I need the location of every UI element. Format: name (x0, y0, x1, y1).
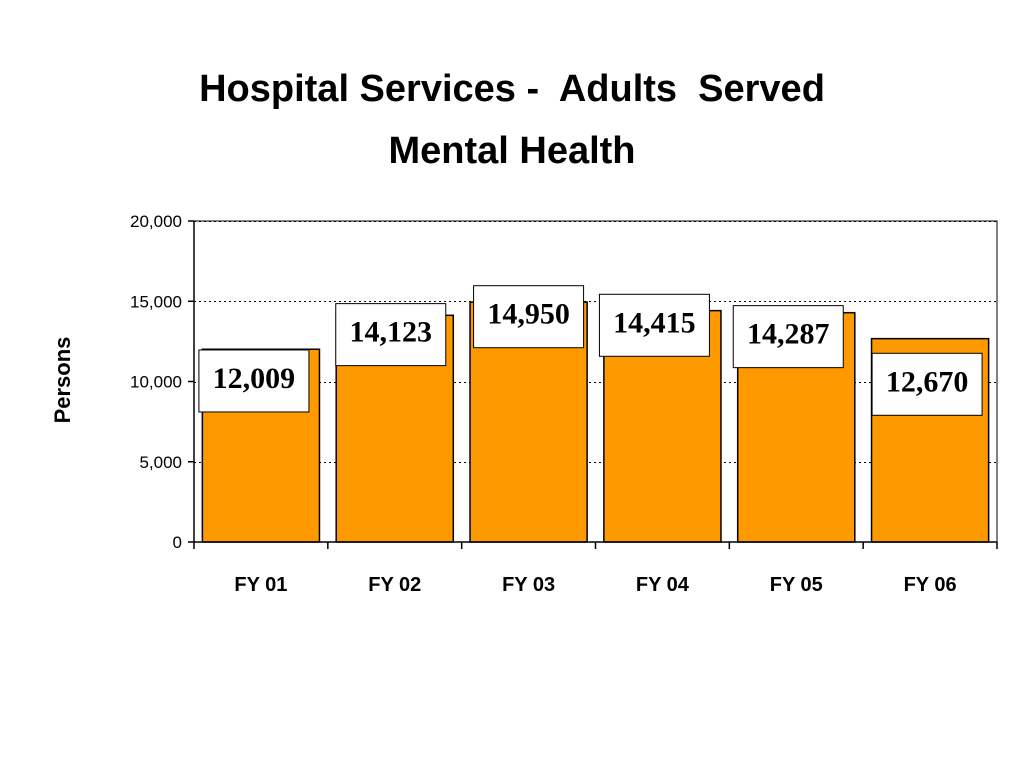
data-label-box (335, 303, 447, 367)
data-label-box (732, 305, 844, 369)
chart-title: Hospital Services - Adults Served Mental… (0, 58, 1024, 182)
x-tick-label: FY 04 (636, 574, 690, 596)
data-label: 14,123 (350, 316, 433, 349)
data-label: 14,415 (613, 306, 696, 339)
data-label: 14,287 (747, 318, 830, 351)
y-tick-label: 20,000 (130, 212, 182, 231)
data-label: 12,670 (886, 365, 969, 398)
chart-title-line-1: Hospital Services - Adults Served (199, 68, 825, 110)
x-tick-labels: FY 01 FY 02 FY 03 FY 04 FY 05 FY 06 (234, 574, 956, 596)
x-tick-label: FY 06 (904, 574, 957, 596)
y-tick-label: 5,000 (139, 453, 182, 472)
data-label-box (598, 293, 710, 357)
data-label-box (871, 352, 983, 416)
data-labels: 12,009 14,123 14,950 14,415 14,287 12,670 (198, 285, 983, 416)
data-label: 12,009 (213, 362, 296, 395)
x-tick-label: FY 02 (368, 574, 421, 596)
y-axis-title: Persons (50, 337, 75, 424)
x-tick-label: FY 01 (234, 574, 287, 596)
y-tick-label: 10,000 (130, 373, 182, 392)
y-tick-label: 15,000 (130, 292, 182, 311)
y-tick-label: 0 (173, 533, 182, 552)
data-label-box (473, 285, 585, 349)
y-tick-labels: 0 5,000 10,000 15,000 20,000 (130, 212, 182, 552)
data-label-box (198, 349, 310, 413)
x-tick-label: FY 03 (502, 574, 555, 596)
x-tick-label: FY 05 (770, 574, 823, 596)
data-label: 14,950 (487, 298, 570, 331)
axes (188, 220, 998, 549)
chart-title-line-2: Mental Health (388, 130, 636, 172)
bars (201, 301, 990, 543)
